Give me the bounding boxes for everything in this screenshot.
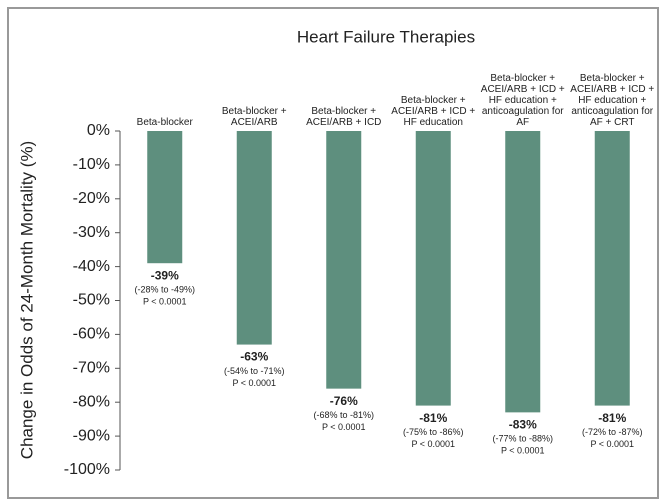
x-tick-label: Beta-blocker [136, 117, 193, 128]
y-tick-label: -80% [73, 393, 110, 410]
value-label: -83% [509, 418, 537, 432]
x-tick-label: Beta-blocker + ACEI/ARB + ICD + HF educa… [391, 95, 476, 128]
y-tick-label: -90% [73, 427, 110, 444]
x-tick-label-box: Beta-blocker + ACEI/ARB [221, 106, 287, 128]
value-label: -76% [330, 394, 358, 408]
x-tick-label: Beta-blocker + ACEI/ARB + ICD + HF educa… [480, 73, 565, 128]
ci-label: (-54% to -71%) [224, 366, 285, 376]
value-label: -63% [240, 350, 268, 364]
ci-label: (-77% to -88%) [492, 434, 553, 444]
p-label: P < 0.0001 [322, 422, 366, 432]
value-label: -39% [151, 268, 179, 282]
y-tick-label: -30% [73, 224, 110, 241]
y-tick-label: -60% [73, 326, 110, 343]
x-tick-label: Beta-blocker + ACEI/ARB + ICD [306, 106, 382, 128]
x-tick-label-box: Beta-blocker + ACEI/ARB + ICD [306, 106, 382, 128]
x-tick-label-box: Beta-blocker + ACEI/ARB + ICD + HF educa… [570, 73, 655, 128]
ci-label: (-68% to -81%) [313, 410, 374, 420]
chart-title: Heart Failure Therapies [297, 27, 475, 46]
y-tick-label: 0% [87, 122, 110, 139]
ci-label: (-72% to -87%) [582, 427, 643, 437]
y-tick-label: -40% [73, 258, 110, 275]
y-tick-label: -10% [73, 156, 110, 173]
y-tick-label: -70% [73, 360, 110, 377]
bar [594, 131, 630, 406]
p-label: P < 0.0001 [501, 446, 545, 456]
value-label: -81% [598, 411, 626, 425]
y-tick-label: -20% [73, 190, 110, 207]
ci-label: (-75% to -86%) [403, 427, 464, 437]
ci-label: (-28% to -49%) [134, 285, 195, 295]
x-tick-label-box: Beta-blocker + ACEI/ARB + ICD + HF educa… [391, 95, 476, 128]
x-tick-label: Beta-blocker + ACEI/ARB [221, 106, 287, 128]
x-tick-label-box: Beta-blocker + ACEI/ARB + ICD + HF educa… [480, 73, 565, 128]
p-label: P < 0.0001 [143, 297, 187, 307]
bar [326, 131, 362, 389]
bar [147, 131, 183, 264]
p-label: P < 0.0001 [590, 439, 634, 449]
bar [236, 131, 272, 345]
p-label: P < 0.0001 [232, 378, 276, 388]
bar [505, 131, 541, 413]
x-tick-label: Beta-blocker + ACEI/ARB + ICD + HF educa… [570, 73, 655, 128]
value-label: -81% [419, 411, 447, 425]
x-tick-label-box: Beta-blocker [136, 117, 193, 128]
y-tick-label: -50% [73, 292, 110, 309]
y-tick-label: -100% [64, 461, 110, 478]
y-axis-label: Change in Odds of 24-Month Mortality (%) [17, 141, 36, 459]
bar [415, 131, 451, 406]
p-label: P < 0.0001 [411, 439, 455, 449]
